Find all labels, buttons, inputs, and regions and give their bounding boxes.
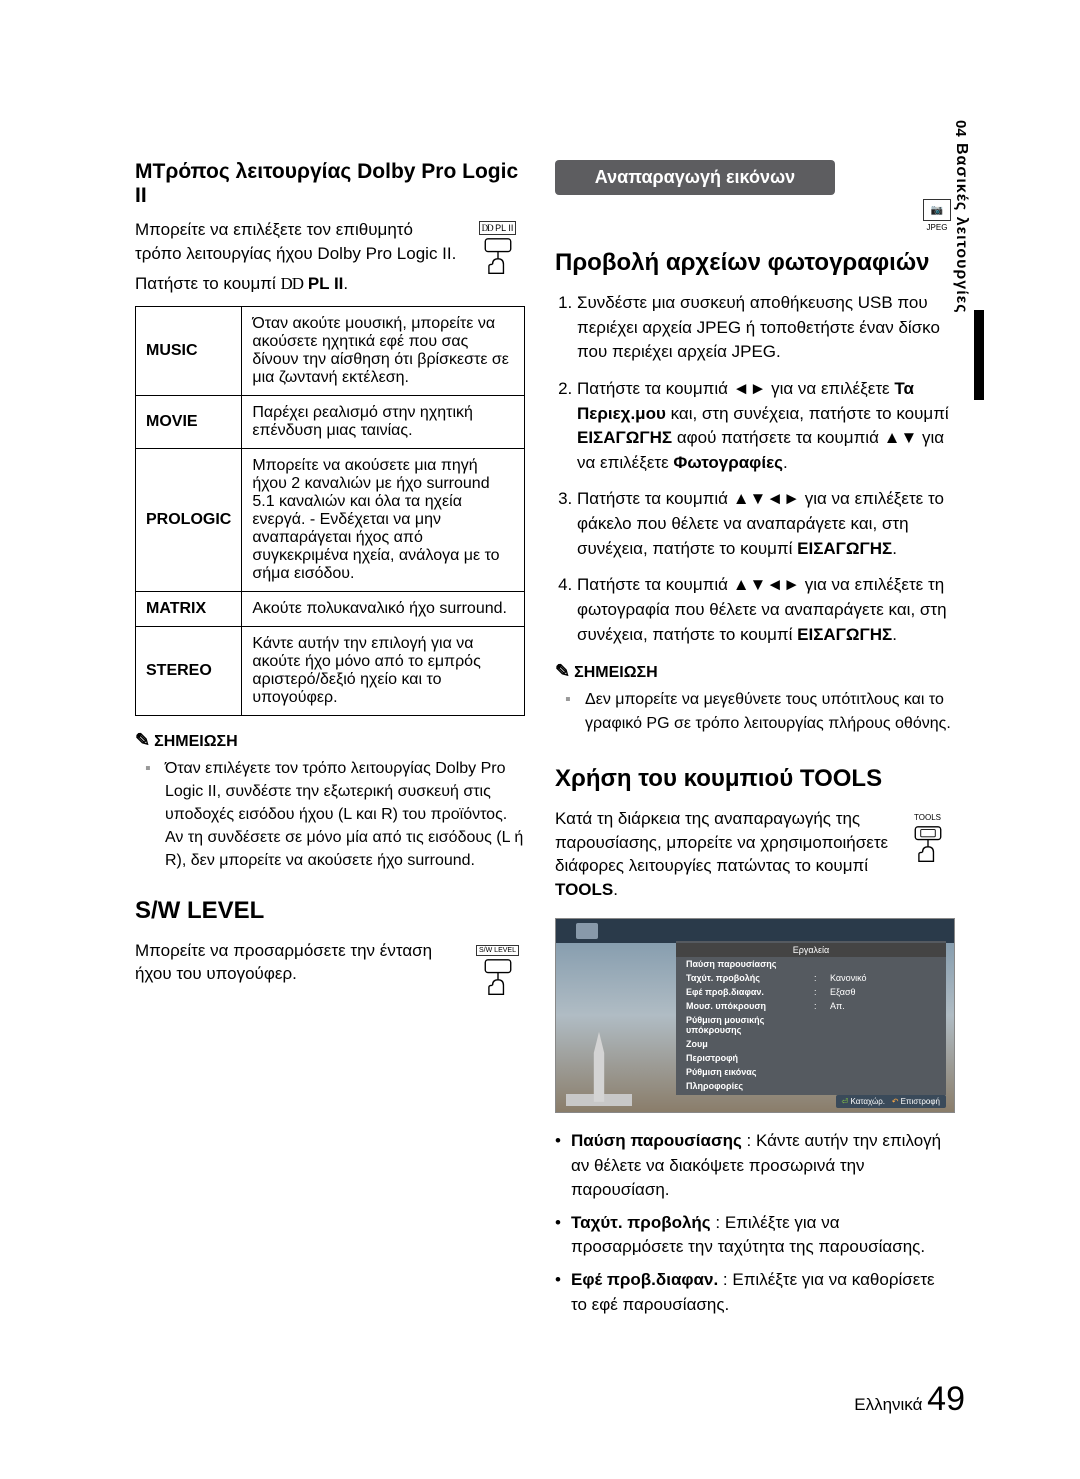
note-icon: ✎ bbox=[135, 730, 150, 750]
mode-name: PROLOGIC bbox=[136, 448, 242, 591]
photos-note-item: Δεν μπορείτε να μεγεθύνετε τους υπότιτλο… bbox=[585, 688, 955, 734]
tools-menu-footer: ⏎ Καταχώρ. ↶ Επιστροφή bbox=[836, 1095, 946, 1108]
step-item: Συνδέστε μια συσκευή αποθήκευσης USB που… bbox=[577, 291, 955, 365]
mode-description: Όταν ακούτε μουσική, μπορείτε να ακούσετ… bbox=[242, 306, 525, 395]
jpeg-badge-icon: 📷 bbox=[923, 199, 951, 221]
jpeg-badge-label: JPEG bbox=[919, 223, 955, 232]
dolby-modes-table: MUSICΌταν ακούτε μουσική, μπορείτε να ακ… bbox=[135, 306, 525, 716]
dolby-title: MΤρόπος λειτουργίας Dolby Pro Logic II bbox=[135, 160, 525, 208]
table-row: MATRIXΑκούτε πολυκαναλικό ήχο surround. bbox=[136, 591, 525, 626]
page-footer: Ελληνικά 49 bbox=[854, 1380, 965, 1419]
mode-description: Κάντε αυτήν την επιλογή για να ακούτε ήχ… bbox=[242, 626, 525, 715]
pl2-btn-label: DD PL II bbox=[479, 221, 517, 235]
swlevel-text: Μπορείτε να προσαρμόσετε την ένταση ήχου… bbox=[135, 939, 525, 987]
photo-steps-list: Συνδέστε μια συσκευή αποθήκευσης USB που… bbox=[555, 291, 955, 647]
list-item: Παύση παρουσίασης : Κάντε αυτήν την επιλ… bbox=[555, 1129, 955, 1203]
note-heading: ✎ΣΗΜΕΙΩΣΗ bbox=[135, 730, 525, 751]
step-item: Πατήστε τα κουμπιά ▲▼◄► για να επιλέξετε… bbox=[577, 487, 955, 561]
dolby-intro: Μπορείτε να επιλέξετε τον επιθυμητό τρόπ… bbox=[135, 218, 525, 266]
pl2-button-illustration: DD PL II bbox=[470, 218, 525, 282]
mode-name: MOVIE bbox=[136, 395, 242, 448]
mode-name: STEREO bbox=[136, 626, 242, 715]
mode-name: MUSIC bbox=[136, 306, 242, 395]
menu-row: Ρύθμιση εικόνας bbox=[676, 1065, 946, 1079]
menu-row: Ζουμ bbox=[676, 1037, 946, 1051]
tools-button-illustration: TOOLS bbox=[900, 807, 955, 870]
tools-intro: Κατά τη διάρκεια της αναπαραγωγής της πα… bbox=[555, 807, 955, 902]
table-row: MOVIEΠαρέχει ρεαλισμό στην ηχητική επένδ… bbox=[136, 395, 525, 448]
photos-title: Προβολή αρχείων φωτογραφιών bbox=[555, 249, 955, 277]
mode-description: Παρέχει ρεαλισμό στην ηχητική επένδυση μ… bbox=[242, 395, 525, 448]
tools-menu-panel: Εργαλεία Παύση παρουσίασηςΤαχύτ. προβολή… bbox=[676, 941, 946, 1095]
list-item: Ταχύτ. προβολής : Επιλέξτε για να προσαρ… bbox=[555, 1211, 955, 1260]
menu-row: Πληροφορίες bbox=[676, 1079, 946, 1093]
table-row: STEREOΚάντε αυτήν την επιλογή για να ακο… bbox=[136, 626, 525, 715]
table-row: PROLOGICΜπορείτε να ακούσετε μια πηγή ήχ… bbox=[136, 448, 525, 591]
page-language: Ελληνικά bbox=[854, 1395, 922, 1414]
swlevel-btn-label: S/W LEVEL bbox=[476, 945, 519, 956]
mode-description: Ακούτε πολυκαναλικό ήχο surround. bbox=[242, 591, 525, 626]
menu-row: Μουσ. υπόκρουση:Απ. bbox=[676, 999, 946, 1013]
thumb-index-marker bbox=[974, 310, 984, 400]
note-heading: ✎ΣΗΜΕΙΩΣΗ bbox=[555, 661, 955, 682]
dolby-press-line: Πατήστε το κουμπί DD PL II. bbox=[135, 274, 525, 294]
swlevel-title: S/W LEVEL bbox=[135, 897, 525, 925]
hand-press-icon bbox=[909, 825, 947, 865]
tools-menu-screenshot: Εργαλεία Παύση παρουσίασηςΤαχύτ. προβολή… bbox=[555, 918, 955, 1113]
tools-options-list: Παύση παρουσίασης : Κάντε αυτήν την επιλ… bbox=[555, 1129, 955, 1317]
note-icon: ✎ bbox=[555, 661, 570, 681]
list-item: Εφέ προβ.διαφαν. : Επιλέξτε για να καθορ… bbox=[555, 1268, 955, 1317]
swlevel-button-illustration: S/W LEVEL bbox=[470, 939, 525, 1003]
chapter-number: 04 bbox=[952, 120, 969, 137]
mode-name: MATRIX bbox=[136, 591, 242, 626]
menu-row: Περιστροφή bbox=[676, 1051, 946, 1065]
dolby-note-list: Όταν επιλέγετε τον τρόπο λειτουργίας Dol… bbox=[135, 757, 525, 873]
menu-row: Παύση παρουσίασης bbox=[676, 957, 946, 971]
page-number: 49 bbox=[927, 1380, 965, 1418]
dolby-note-item: Όταν επιλέγετε τον τρόπο λειτουργίας Dol… bbox=[165, 757, 525, 873]
tools-btn-label: TOOLS bbox=[914, 813, 941, 822]
tools-title: Χρήση του κουμπιού TOOLS bbox=[555, 765, 955, 793]
menu-row: Ρύθμιση μουσικής υπόκρουσης bbox=[676, 1013, 946, 1037]
table-row: MUSICΌταν ακούτε μουσική, μπορείτε να ακ… bbox=[136, 306, 525, 395]
menu-row: Ταχύτ. προβολής:Κανονικό bbox=[676, 971, 946, 985]
chapter-tab: 04 Βασικές λειτουργίες bbox=[952, 120, 980, 313]
mode-description: Μπορείτε να ακούσετε μια πηγή ήχου 2 καν… bbox=[242, 448, 525, 591]
jpeg-badge: 📷 JPEG bbox=[919, 199, 955, 239]
photos-note-list: Δεν μπορείτε να μεγεθύνετε τους υπότιτλο… bbox=[555, 688, 955, 734]
chapter-label: Βασικές λειτουργίες bbox=[952, 143, 970, 314]
menu-row: Εφέ προβ.διαφαν.:Εξασθ bbox=[676, 985, 946, 999]
section-banner: Αναπαραγωγή εικόνων bbox=[555, 160, 835, 195]
step-item: Πατήστε τα κουμπιά ▲▼◄► για να επιλέξετε… bbox=[577, 573, 955, 647]
hand-press-icon bbox=[479, 237, 517, 277]
hand-press-icon bbox=[479, 958, 517, 998]
tools-menu-title: Εργαλεία bbox=[676, 943, 946, 957]
step-item: Πατήστε τα κουμπιά ◄► για να επιλέξετε Τ… bbox=[577, 377, 955, 476]
